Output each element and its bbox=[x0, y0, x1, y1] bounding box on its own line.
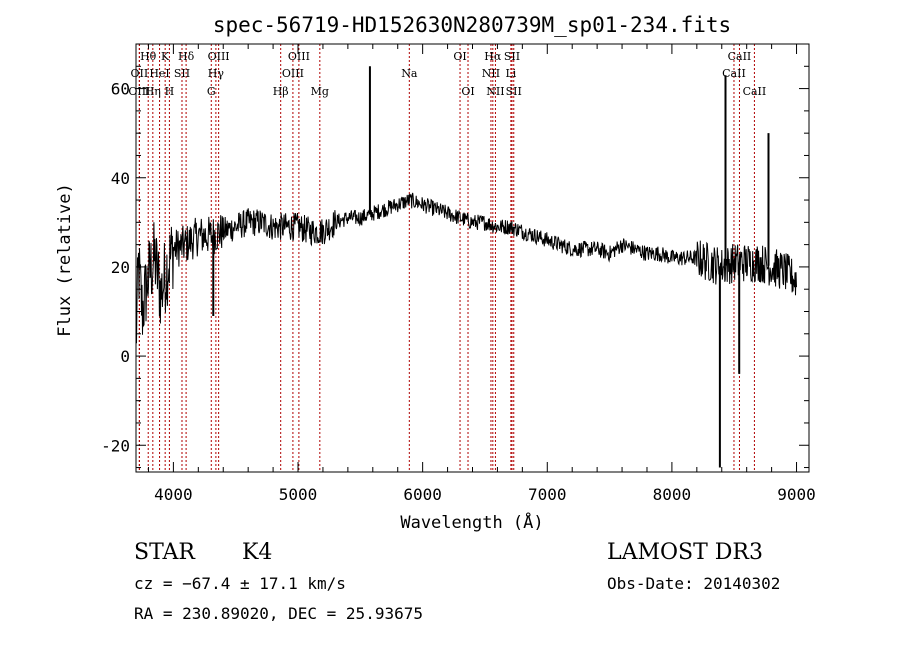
y-tick-label: -20 bbox=[101, 436, 130, 455]
x-tick-label: 5000 bbox=[279, 485, 318, 504]
line-label: Hβ bbox=[273, 85, 289, 98]
line-label: Na bbox=[401, 67, 418, 80]
line-markers bbox=[138, 44, 755, 472]
line-label: K bbox=[161, 50, 170, 63]
spectrum-line bbox=[135, 192, 797, 344]
line-label: OI bbox=[461, 85, 474, 98]
redshift-cz: cz = −67.4 ± 17.1 km/s bbox=[134, 574, 346, 593]
y-tick-label: 20 bbox=[111, 258, 130, 277]
ra-dec: RA = 230.89020, DEC = 25.93675 bbox=[134, 604, 423, 623]
object-subclass: K4 bbox=[242, 540, 273, 565]
line-label: Hδ bbox=[178, 50, 195, 63]
spectrum-series bbox=[135, 66, 797, 468]
y-tick-label: 40 bbox=[111, 169, 130, 188]
y-tick-label: 0 bbox=[120, 347, 130, 366]
line-label: NII bbox=[482, 67, 500, 80]
line-label: OIII bbox=[208, 50, 230, 63]
obs-date: Obs-Date: 20140302 bbox=[607, 574, 781, 593]
line-label: Hθ bbox=[140, 50, 157, 63]
line-label: Hα bbox=[484, 50, 502, 63]
line-label: OII bbox=[131, 67, 149, 80]
survey-name: LAMOST DR3 bbox=[607, 540, 763, 565]
line-label: NII bbox=[486, 85, 504, 98]
line-label: CaII bbox=[743, 85, 767, 98]
line-label: Mg bbox=[311, 85, 329, 98]
line-label: SII bbox=[174, 67, 190, 80]
line-label: OIII bbox=[288, 50, 310, 63]
line-label: HeI bbox=[149, 67, 169, 80]
y-tick-label: 60 bbox=[111, 80, 130, 99]
x-tick-label: 4000 bbox=[154, 485, 193, 504]
line-label: H bbox=[165, 85, 175, 98]
line-label: OI bbox=[453, 50, 466, 63]
line-label: SII bbox=[504, 50, 520, 63]
x-tick-label: 7000 bbox=[528, 485, 567, 504]
y-axis: -20 0 20 40 60 bbox=[101, 43, 809, 469]
x-axis-label: Wavelength (Å) bbox=[400, 511, 543, 533]
line-label: Hγ bbox=[208, 67, 225, 80]
line-label: Hη bbox=[145, 85, 161, 98]
line-label: OIII bbox=[282, 67, 304, 80]
x-axis: 4000 5000 6000 7000 8000 9000 bbox=[147, 44, 816, 504]
x-tick-label: 8000 bbox=[653, 485, 692, 504]
x-tick-label: 9000 bbox=[777, 485, 816, 504]
line-label: Li bbox=[505, 67, 516, 80]
line-label: CaII bbox=[722, 67, 746, 80]
object-class: STAR bbox=[134, 540, 195, 565]
x-tick-label: 6000 bbox=[403, 485, 442, 504]
line-label: CaII bbox=[728, 50, 752, 63]
y-axis-label: Flux (relative) bbox=[55, 183, 75, 337]
line-label: SII bbox=[506, 85, 522, 98]
chart-title: spec-56719-HD152630N280739M_sp01-234.fit… bbox=[213, 13, 731, 37]
line-label: G bbox=[207, 85, 216, 98]
